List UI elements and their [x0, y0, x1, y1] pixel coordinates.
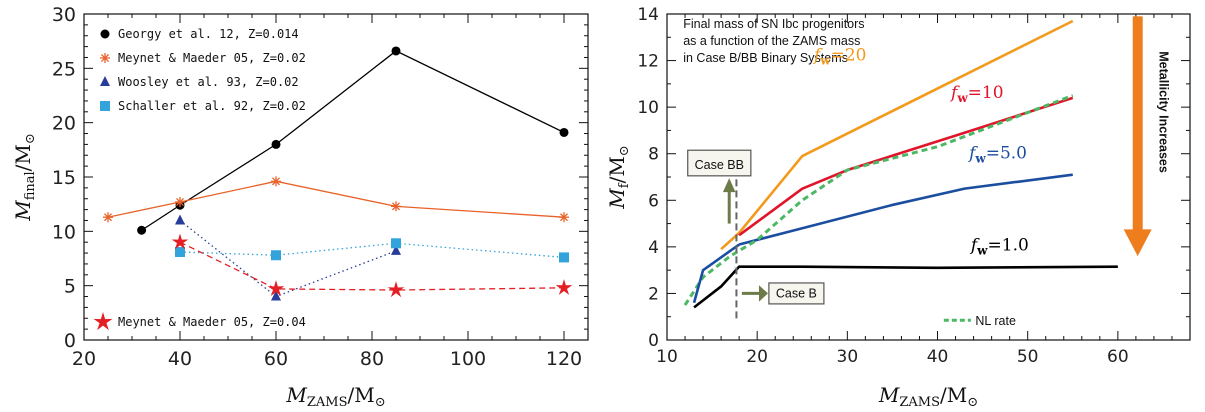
left-x-tick-label: 100 [450, 348, 486, 370]
case-b-box: Case B [741, 282, 825, 305]
left-data-point [555, 279, 573, 295]
right-x-axis-label: MZAMS/M⊙ [878, 383, 978, 410]
right-x-tick-label: 10 [656, 347, 678, 367]
right-series-5 [692, 243, 740, 304]
right-series-1 [738, 96, 1074, 237]
right-series-3 [693, 265, 1118, 309]
left-y-tick-label: 25 [52, 58, 76, 80]
right-y-tick-label: 0 [648, 331, 659, 351]
left-data-point [175, 196, 185, 207]
left-series-2 [175, 214, 401, 301]
legend-label: Meynet & Maeder 05, Z=0.02 [118, 51, 306, 65]
left-data-point [391, 46, 401, 56]
left-chart: 20 40 60 80 100 120 0 5 10 15 20 25 30 Georgy et al. … [52, 4, 589, 370]
left-series-4 [171, 233, 573, 298]
legend-marker [100, 29, 110, 39]
right-title-line: as a function of the ZAMS mass [683, 34, 860, 48]
case-bb-rect [687, 149, 752, 177]
metallicity-arrow-head [1123, 229, 1152, 257]
left-x-tick-label: 60 [264, 348, 288, 370]
left-data-point [559, 212, 569, 223]
left-data-point [387, 281, 405, 298]
left-data-point [137, 225, 147, 235]
left-x-axis-label: MZAMS/M⊙ [285, 383, 385, 410]
left-x-tick-label: 20 [72, 348, 96, 370]
left-series-line [179, 219, 397, 298]
metallicity-arrow-shaft [1132, 16, 1143, 231]
case-b-rect [768, 282, 825, 305]
left-data-point [271, 250, 281, 261]
case-bb-arrow-head [722, 178, 736, 193]
fw5-label: fw=5.0 [967, 143, 1027, 165]
left-data-point [559, 252, 569, 263]
left-y-tick-label: 5 [64, 276, 76, 298]
right-chart: 10 20 30 40 50 60 0 2 4 6 8 10 12 14 Final mass of SN … [637, 5, 1191, 367]
nl-rate-label: NL rate [975, 314, 1016, 328]
right-x-tick-label: 50 [1017, 347, 1039, 367]
left-data-point [175, 214, 185, 225]
right-y-tick-label: 14 [637, 5, 659, 25]
left-data-point [271, 290, 281, 301]
left-data-point [171, 233, 189, 250]
right-title-line: Final mass of SN Ibc progenitors [683, 17, 864, 31]
metallicity-label: Metallicity Increases [1157, 51, 1171, 173]
right-y-tick-label: 2 [648, 284, 659, 304]
right-title-line: in Case B/BB Binary Systems [683, 51, 848, 65]
case-b-label: Case B [776, 287, 817, 301]
left-y-tick-label: 0 [64, 330, 76, 352]
left-x-tick-label: 80 [360, 348, 384, 370]
right-x-tick-label: 60 [1107, 347, 1129, 367]
right-series-2 [738, 173, 1073, 246]
left-series-3 [175, 238, 569, 263]
left-y-axis-label: Mfinal/M⊙ [11, 133, 38, 222]
right-y-axis-label: Mf/M⊙ [605, 145, 632, 209]
legend-label: Woosley et al. 93, Z=0.02 [118, 75, 299, 89]
left-x-tick-label: 120 [546, 348, 582, 370]
left-data-point [391, 238, 401, 249]
left-data-point [391, 201, 401, 212]
fw10-label: fw=10 [949, 83, 1004, 105]
fw20-label: fw=20 [812, 46, 867, 68]
right-y-tick-label: 4 [648, 238, 659, 258]
fw1-label: fw=1.0 [969, 235, 1029, 257]
left-data-point [103, 212, 113, 223]
left-data-point [271, 176, 281, 187]
left-series-line [179, 242, 565, 259]
right-y-tick-label: 10 [637, 98, 659, 118]
left-series-0 [137, 46, 569, 235]
metallicity-arrow: Metallicity Increases [1123, 16, 1171, 257]
case-bb-box: Case BB [687, 149, 752, 224]
case-bb-label: Case BB [695, 158, 744, 172]
legend-label: Georgy et al. 12, Z=0.014 [118, 27, 299, 41]
left-y-tick-label: 20 [52, 113, 76, 135]
left-y-tick-label: 10 [52, 221, 76, 243]
right-y-tick-label: 8 [648, 145, 659, 165]
left-x-tick-label: 40 [168, 348, 192, 370]
right-x-tick-label: 20 [746, 347, 768, 367]
legend-marker [93, 312, 113, 331]
legend-label: Schaller et al. 92, Z=0.02 [118, 99, 306, 113]
left-data-point [559, 127, 569, 137]
left-data-point [175, 246, 185, 257]
legend-marker [100, 53, 110, 63]
left-y-tick-label: 30 [52, 4, 76, 26]
case-b-arrow-head [758, 285, 768, 302]
legend-marker [100, 101, 110, 111]
left-legend: Georgy et al. 12, Z=0.014 Meynet & Maeder… [93, 27, 306, 331]
right-x-tick-label: 30 [837, 347, 859, 367]
right-series-4 [683, 94, 1074, 306]
right-x-tick-label: 40 [927, 347, 949, 367]
left-data-point [391, 244, 401, 255]
legend-marker [100, 76, 110, 86]
right-series-0 [720, 19, 1074, 251]
left-y-tick-label: 15 [52, 167, 76, 189]
legend-label: Meynet & Maeder 05, Z=0.04 [118, 315, 306, 329]
left-series-line [179, 241, 565, 291]
left-series-1 [103, 176, 569, 223]
right-y-tick-label: 6 [648, 191, 659, 211]
left-data-point [271, 139, 281, 149]
right-y-tick-label: 12 [637, 52, 659, 72]
left-data-point [267, 280, 285, 297]
